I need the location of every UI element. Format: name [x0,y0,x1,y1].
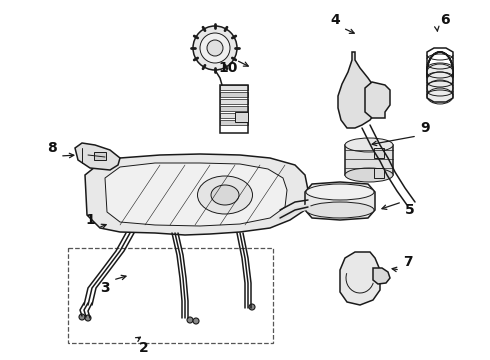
Ellipse shape [427,88,453,104]
Polygon shape [220,92,248,97]
Polygon shape [94,152,106,160]
Polygon shape [345,140,393,180]
Polygon shape [365,82,390,118]
Circle shape [187,317,193,323]
Polygon shape [220,85,248,90]
Text: 10: 10 [219,61,238,75]
Polygon shape [85,154,308,235]
Ellipse shape [345,168,393,182]
Polygon shape [340,252,380,305]
Polygon shape [75,143,120,170]
Ellipse shape [427,72,453,88]
Polygon shape [220,120,248,125]
Circle shape [193,318,199,324]
Text: 3: 3 [100,281,110,295]
Text: 9: 9 [420,121,430,135]
Polygon shape [373,268,390,284]
Polygon shape [338,52,378,128]
Polygon shape [374,148,384,158]
Text: 1: 1 [85,213,95,227]
Text: 8: 8 [47,141,57,155]
Ellipse shape [306,202,374,218]
Text: 6: 6 [440,13,450,27]
Polygon shape [220,99,248,104]
Polygon shape [220,113,248,118]
Ellipse shape [197,176,252,214]
Polygon shape [305,182,375,220]
Ellipse shape [427,64,453,80]
Ellipse shape [427,80,453,96]
Ellipse shape [306,184,374,200]
Text: 5: 5 [405,203,415,217]
Circle shape [207,40,223,56]
Text: 2: 2 [139,341,149,355]
Polygon shape [105,163,287,226]
Bar [68,248,273,343]
Circle shape [249,304,255,310]
Polygon shape [220,106,248,111]
Polygon shape [374,168,384,178]
Text: 7: 7 [403,255,413,269]
Circle shape [200,33,230,63]
Circle shape [193,26,237,70]
Circle shape [79,314,85,320]
Circle shape [85,315,91,321]
Text: 4: 4 [330,13,340,27]
Ellipse shape [345,138,393,152]
Polygon shape [235,112,248,122]
Ellipse shape [211,185,239,205]
